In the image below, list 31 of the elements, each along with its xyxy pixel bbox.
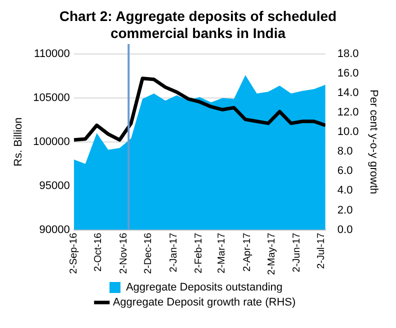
y2-tick-label: 10.0 <box>337 126 359 138</box>
y2-tick-label: 0.0 <box>337 224 353 236</box>
y2-axis-title: Per cent y-o-y growth <box>367 90 380 194</box>
x-tick-label: 2-Nov-16 <box>118 232 130 274</box>
y-tick-label: 90000 <box>39 224 70 236</box>
x-tick-label: 2-Feb-17 <box>194 232 205 274</box>
y2-tick-label: 8.0 <box>337 146 353 158</box>
x-tick-label: 2-Sep-16 <box>68 232 80 274</box>
legend-label: Aggregate Deposit growth rate (RHS) <box>112 296 296 309</box>
x-tick-label: 2-Jan-17 <box>168 232 180 272</box>
y2-tick-label: 6.0 <box>337 165 353 178</box>
y-tick-label: 110000 <box>34 48 70 60</box>
x-tick-label: 2-Mar-17 <box>216 232 228 274</box>
x-tick-label: 2-Dec-16 <box>142 232 154 274</box>
y-axis-title: Rs. Billion <box>12 117 25 166</box>
y2-tick-label: 14.0 <box>337 87 359 100</box>
y-tick-label: 105000 <box>33 92 70 104</box>
x-tick-label: 2-Oct-16 <box>93 232 104 272</box>
x-tick-label: 2-Jun-17 <box>292 232 303 272</box>
y2-tick-label: 18.0 <box>337 48 359 60</box>
y-tick-label: 95000 <box>39 180 70 192</box>
y2-tick-label: 12.0 <box>337 106 359 119</box>
y2-tick-label: 2.0 <box>337 204 353 216</box>
y2-tick-label: 16.0 <box>337 68 359 80</box>
chart-title: Chart 2: Aggregate deposits of scheduled commercial banks in India <box>58 8 338 42</box>
x-tick-label: 2-May-17 <box>266 232 278 276</box>
x-tick-label: 2-Jul-17 <box>316 232 328 269</box>
legend-label: Aggregate Deposits outstanding <box>126 282 283 294</box>
x-tick-label: 2-Apr-17 <box>242 232 253 272</box>
y-tick-label: 100000 <box>33 136 70 148</box>
y2-tick-label: 4.0 <box>337 184 353 197</box>
